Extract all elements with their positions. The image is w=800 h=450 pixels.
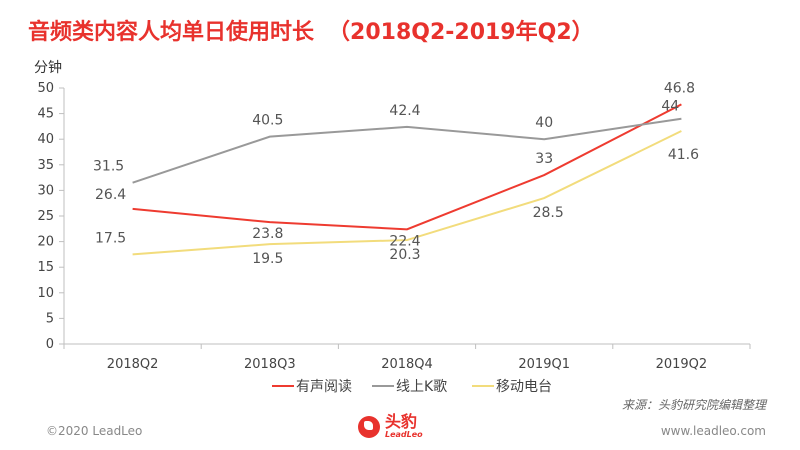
data-label: 41.6 [668,147,699,163]
y-tick-label: 25 [37,209,54,224]
data-label: 19.5 [252,251,283,267]
data-label: 28.5 [533,205,564,221]
data-label: 46.8 [664,80,695,96]
chart-title: 音频类内容人均单日使用时长 （2018Q2-2019年Q2） [28,14,594,46]
data-label: 22.4 [389,233,420,249]
data-label: 33 [535,151,553,167]
y-tick-label: 20 [37,235,54,250]
data-label: 40.5 [252,113,283,129]
data-label: 20.3 [389,247,420,263]
data-label: 31.5 [93,159,124,175]
y-tick-label: 45 [37,107,54,122]
copyright-text: ©2020 LeadLeo [46,424,143,438]
data-label: 44 [661,99,679,115]
legend-label: 线上K歌 [396,379,447,395]
legend-label: 移动电台 [496,379,552,395]
title-text: 音频类内容人均单日使用时长 [28,20,315,45]
y-tick-label: 50 [37,81,54,96]
website-link[interactable]: www.leadleo.com [660,424,766,438]
data-label: 26.4 [95,187,126,203]
y-axis-label: 分钟 [34,59,62,76]
x-tick-label: 2019Q1 [518,357,570,372]
x-tick-label: 2018Q3 [244,357,296,372]
y-tick-label: 5 [46,311,54,326]
legend-label: 有声阅读 [296,378,352,395]
series-line-1 [132,103,682,231]
x-tick-label: 2018Q4 [381,357,433,372]
data-label: 17.5 [95,230,126,246]
source-note: 来源：头豹研究院编辑整理 [621,398,766,412]
data-label: 42.4 [389,103,420,119]
subtitle-text: （2018Q2-2019年Q2） [328,20,594,45]
y-tick-label: 15 [37,260,54,275]
y-tick-label: 10 [37,286,54,301]
x-tick-label: 2018Q2 [107,357,159,372]
leadleo-logo: 头豹 LeadLeo [358,414,423,439]
y-tick-label: 0 [46,337,54,352]
y-tick-label: 35 [37,158,54,173]
data-label: 40 [535,115,553,131]
y-tick-label: 40 [37,132,54,147]
y-tick-label: 30 [37,183,54,198]
logo-name: 头豹 LeadLeo [385,412,423,440]
leopard-icon [358,415,380,438]
series-line-3 [132,130,682,256]
series-line-2 [132,117,682,184]
data-label: 23.8 [252,226,283,242]
x-tick-label: 2019Q2 [656,357,708,372]
